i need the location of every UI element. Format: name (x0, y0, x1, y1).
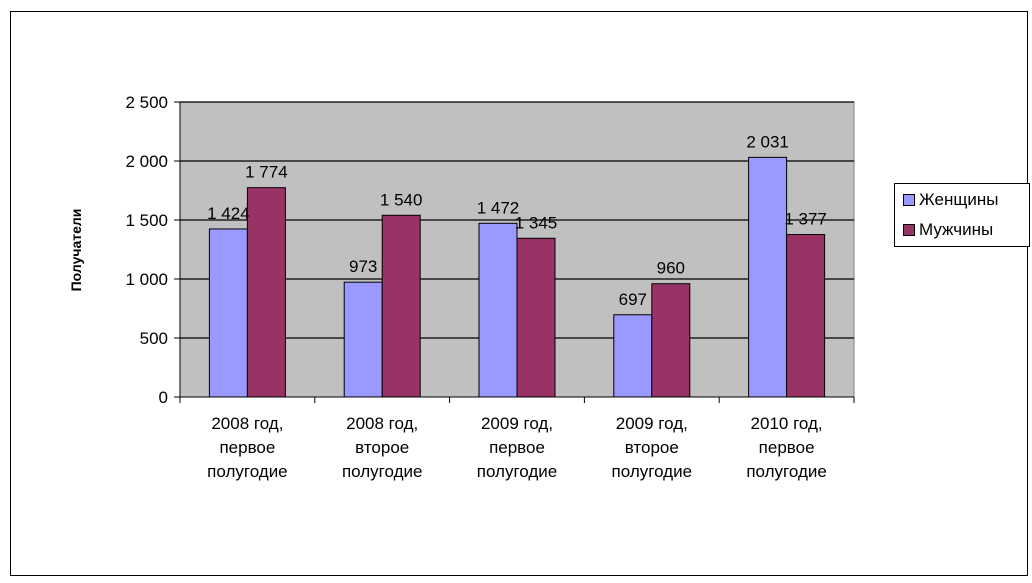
legend-label-men: Мужчины (919, 220, 994, 239)
y-tick-label: 2 500 (125, 93, 168, 112)
legend-label-women: Женщины (919, 190, 999, 209)
y-tick-label: 1 000 (125, 270, 168, 289)
legend-swatch-women (903, 194, 915, 206)
x-tick-label: полугодие (612, 462, 692, 481)
bar (208, 228, 248, 398)
labels: 0 500 1 000 1 500 2 000 2 500 1 424 1 774 2008 г… (125, 93, 826, 481)
data-label: 2 031 (746, 132, 789, 151)
y-tick-label: 2 000 (125, 152, 168, 171)
x-tick-label: второе (625, 438, 679, 457)
x-tick-label: 2009 год, (616, 414, 688, 433)
bar (246, 187, 286, 398)
x-tick-label: полугодие (746, 462, 826, 481)
y-axis-title: Получатели (68, 209, 84, 292)
bar (516, 237, 556, 398)
data-label: 1 472 (477, 198, 520, 217)
bar (651, 283, 691, 398)
bar (613, 314, 653, 398)
data-label: 960 (657, 259, 685, 278)
legend: Женщины Мужчины (894, 183, 1030, 247)
x-tick-label: первое (219, 438, 275, 457)
data-label: 1 345 (515, 213, 558, 232)
bar (343, 281, 383, 398)
bars (208, 156, 826, 398)
x-tick-label: полугодие (477, 462, 557, 481)
data-label: 1 377 (784, 210, 827, 229)
x-tick-label: первое (759, 438, 815, 457)
x-tick-label: 2008 год, (346, 414, 418, 433)
axes (174, 101, 855, 403)
x-tick-label: 2010 год, (751, 414, 823, 433)
bar (786, 234, 826, 398)
y-tick-label: 1 500 (125, 211, 168, 230)
legend-item-men: Мужчины (903, 220, 993, 240)
data-label: 697 (619, 290, 647, 309)
x-tick-label: первое (489, 438, 545, 457)
legend-swatch-men (903, 224, 915, 236)
bar (748, 156, 788, 398)
x-tick-label: полугодие (207, 462, 287, 481)
x-tick-label: второе (355, 438, 409, 457)
data-label: 973 (349, 257, 377, 276)
y-tick-label: 500 (140, 329, 168, 348)
y-tick-label: 0 (159, 388, 168, 407)
x-tick-label: полугодие (342, 462, 422, 481)
bar (381, 214, 421, 398)
data-label: 1 540 (380, 190, 423, 209)
x-tick-label: 2009 год, (481, 414, 553, 433)
x-tick-label: 2008 год, (211, 414, 283, 433)
bar (478, 222, 518, 398)
legend-item-women: Женщины (903, 190, 998, 210)
data-label: 1 424 (207, 204, 250, 223)
data-label: 1 774 (245, 163, 288, 182)
